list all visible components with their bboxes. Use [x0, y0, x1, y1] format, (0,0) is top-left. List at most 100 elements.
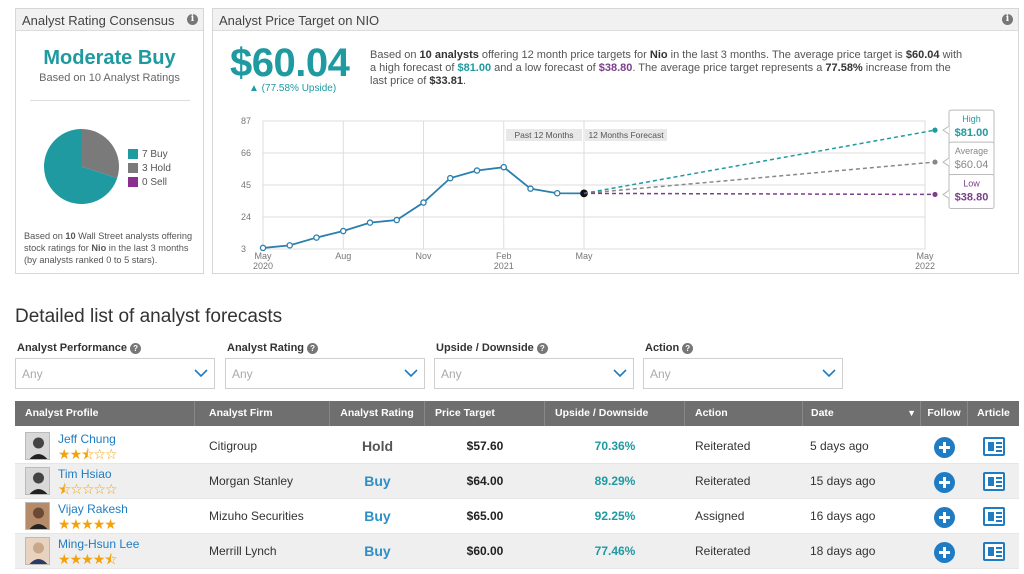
chevron-down-icon — [194, 369, 208, 378]
analyst-performance-select[interactable]: Any — [15, 358, 215, 389]
star-rating: ★★⯪☆☆ — [58, 446, 117, 462]
price-point — [286, 242, 294, 249]
help-icon[interactable]: ? — [130, 342, 142, 354]
avatar[interactable] — [25, 537, 50, 565]
x-tick-year: 2020 — [253, 261, 273, 271]
analyst-name-link[interactable]: Jeff Chung — [58, 432, 116, 446]
action-select[interactable]: Any — [643, 358, 843, 389]
forecast-value: $81.00 — [955, 127, 989, 139]
average-price-target: $60.04 — [230, 41, 350, 85]
chevron-down-icon — [613, 369, 627, 378]
col-upside-downside[interactable]: Upside / Downside — [545, 401, 685, 426]
sort-down-icon[interactable]: ▼ — [907, 408, 916, 418]
analyst-name-link[interactable]: Vijay Rakesh — [58, 502, 128, 516]
col-analyst-firm[interactable]: Analyst Firm — [195, 401, 330, 426]
star-rating: ★★★★⯪ — [58, 551, 118, 567]
rating-legend: 7 Buy 3 Hold 0 Sell — [128, 147, 171, 189]
date: 16 days ago — [810, 509, 876, 523]
info-icon[interactable]: i — [187, 14, 198, 25]
action: Reiterated — [695, 544, 751, 558]
price-point — [500, 163, 507, 171]
avatar[interactable] — [25, 467, 50, 495]
forecast-value: $38.80 — [955, 191, 989, 203]
col-analyst-rating[interactable]: Analyst Rating — [330, 401, 425, 426]
chevron-down-icon — [822, 369, 836, 378]
analyst-rating-select[interactable]: Any — [225, 358, 425, 389]
legend-hold: 3 Hold — [128, 161, 171, 175]
price-point — [366, 219, 374, 226]
forecast-callout-arrow — [942, 190, 950, 199]
consensus-based-on: Based on 10 Analyst Ratings — [39, 72, 180, 84]
rating-consensus-title: Analyst Rating Consensus — [22, 13, 175, 28]
price-point — [420, 199, 427, 206]
forecast-point — [932, 159, 938, 165]
help-icon[interactable]: ? — [307, 342, 319, 354]
col-price-target[interactable]: Price Target — [425, 401, 545, 426]
x-tick-year: 2021 — [494, 261, 514, 271]
analyst-name-link[interactable]: Ming-Hsun Lee — [58, 537, 140, 551]
help-icon[interactable]: ? — [682, 342, 694, 354]
price-target-description: Based on 10 analysts offering 12 month p… — [370, 49, 963, 87]
col-action[interactable]: Action — [685, 401, 803, 426]
filter-label-upside: Upside / Downside? — [436, 342, 548, 354]
forecast-label: High — [962, 114, 981, 124]
y-tick-label: 87 — [241, 116, 251, 126]
follow-plus-icon[interactable] — [934, 437, 955, 458]
price-target-header: Analyst Price Target on NIO i — [213, 9, 1018, 31]
analyst-firm: Merrill Lynch — [209, 544, 277, 558]
col-date[interactable]: Date ▼ — [803, 401, 921, 426]
price-point — [313, 234, 320, 241]
action: Reiterated — [695, 474, 751, 488]
filter-label-rating: Analyst Rating? — [227, 342, 319, 354]
filter-label-action: Action? — [645, 342, 694, 354]
forecast-point — [932, 127, 938, 133]
x-tick-year: 2022 — [915, 261, 935, 271]
follow-plus-icon[interactable] — [934, 542, 955, 563]
period-label-past: Past 12 Months — [514, 130, 573, 140]
article-icon[interactable] — [983, 507, 1005, 526]
help-icon[interactable]: ? — [536, 342, 548, 354]
article-icon[interactable] — [983, 437, 1005, 456]
article-icon[interactable] — [983, 542, 1005, 561]
price-target: $64.00 — [466, 474, 504, 488]
pie-slice — [44, 129, 118, 204]
x-tick-label: Aug — [335, 251, 351, 261]
x-tick-label: Nov — [415, 251, 432, 261]
forecast-callout-arrow — [942, 125, 950, 135]
upside-downside: 77.46% — [594, 544, 636, 558]
price-target: $65.00 — [466, 509, 504, 523]
chevron-down-icon — [404, 369, 418, 378]
rating-consensus-header: Analyst Rating Consensus i — [16, 9, 203, 31]
price-point — [259, 244, 267, 252]
follow-plus-icon[interactable] — [934, 472, 955, 493]
filter-label-performance: Analyst Performance? — [17, 342, 142, 354]
table-row: Jeff Chung ★★⯪☆☆ Citigroup Hold $57.60 70.36%… — [15, 429, 1019, 464]
upside-percent: ▲ (77.58% Upside) — [249, 83, 337, 94]
y-tick-label: 45 — [241, 180, 251, 190]
forecast-label: Low — [963, 178, 980, 188]
col-analyst-profile[interactable]: Analyst Profile — [15, 401, 195, 426]
upside-downside: 92.25% — [594, 509, 636, 523]
analyst-firm: Mizuho Securities — [209, 509, 304, 523]
upside-downside-select[interactable]: Any — [434, 358, 634, 389]
analyst-name-link[interactable]: Tim Hsiao — [58, 467, 112, 481]
forecast-line — [583, 129, 936, 195]
divider — [30, 100, 190, 101]
forecast-point — [932, 191, 938, 198]
avatar[interactable] — [25, 432, 50, 460]
analyst-rating: Hold — [361, 438, 394, 454]
pie-slice — [81, 129, 119, 179]
info-icon[interactable]: i — [1002, 14, 1013, 25]
avatar[interactable] — [25, 502, 50, 530]
analyst-firm: Morgan Stanley — [209, 474, 294, 488]
period-label-bg — [506, 129, 582, 141]
consensus-rating: Moderate Buy — [43, 47, 176, 69]
follow-plus-icon[interactable] — [934, 507, 955, 528]
col-article: Article — [977, 407, 1010, 419]
price-point — [473, 167, 481, 174]
article-icon[interactable] — [983, 472, 1005, 491]
y-tick-label: 66 — [241, 148, 251, 158]
price-point — [446, 174, 454, 182]
upside-downside: 89.29% — [594, 474, 636, 488]
